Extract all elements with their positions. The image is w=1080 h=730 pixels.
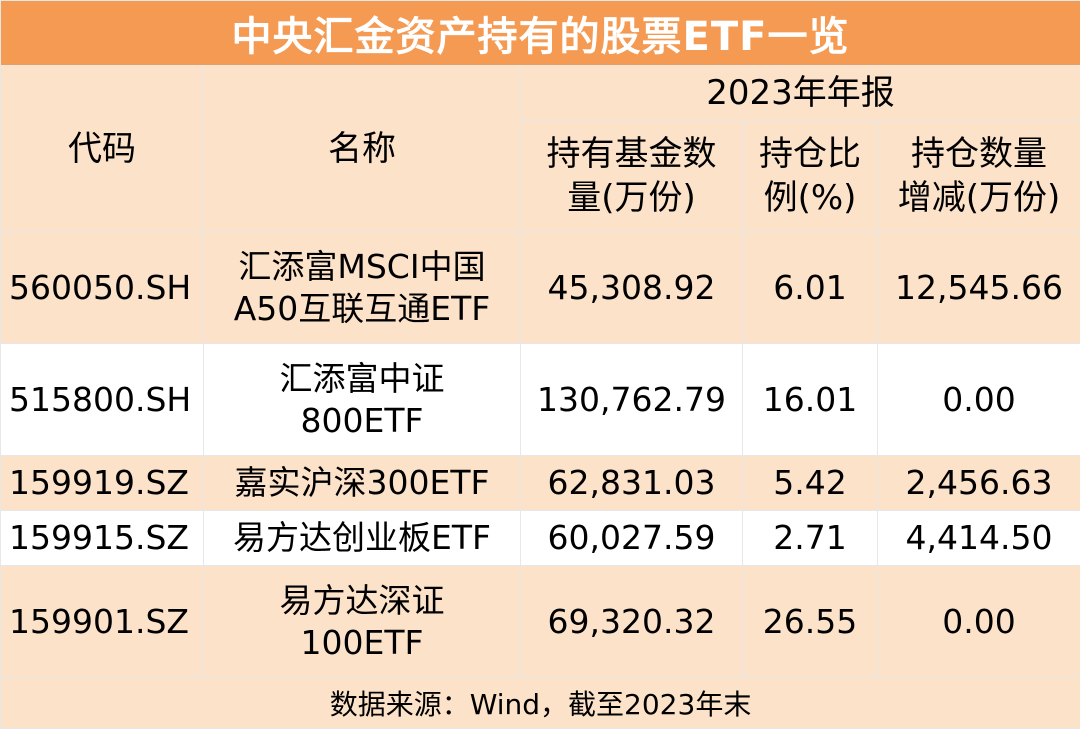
table-row: 560050.SH 汇添富MSCI中国 A50互联互通ETF 45,308.92…: [0, 231, 1080, 344]
row-weight: 5.42: [742, 455, 878, 511]
row-code: 560050.SH: [0, 231, 204, 344]
row-name-line1: 易方达深证: [279, 580, 445, 620]
row-name-line2: 100ETF: [300, 622, 424, 662]
row-weight: 26.55: [742, 565, 878, 678]
header-holdings: 持有基金数 量(万份): [520, 120, 743, 232]
table-row: 515800.SH 汇添富中证 800ETF 130,762.79 16.01 …: [0, 343, 1080, 456]
table-row: 159915.SZ 易方达创业板ETF 60,027.59 2.71 4,414…: [0, 510, 1080, 566]
header-holdings-line1: 持有基金数: [546, 134, 717, 174]
row-name-line2: 800ETF: [300, 400, 424, 440]
row-name-line2: A50互联互通ETF: [233, 288, 491, 328]
table-row: 159919.SZ 嘉实沪深300ETF 62,831.03 5.42 2,45…: [0, 455, 1080, 511]
header-weight-line1: 持仓比: [759, 134, 861, 174]
row-weight: 2.71: [742, 510, 878, 566]
row-change: 12,545.66: [876, 231, 1080, 344]
row-change: 2,456.63: [876, 455, 1080, 511]
row-holdings: 45,308.92: [520, 231, 743, 344]
header-holdings-line2: 量(万份): [567, 178, 696, 218]
header-change-line1: 持仓数量: [911, 134, 1048, 174]
header-weight-line2: 例(%): [763, 178, 857, 218]
row-holdings: 69,320.32: [520, 565, 743, 678]
row-weight: 6.01: [742, 231, 878, 344]
row-name: 嘉实沪深300ETF: [203, 455, 521, 511]
header-row-period: 代码 名称 2023年年报: [0, 65, 1080, 232]
row-name: 易方达深证 100ETF: [203, 565, 521, 678]
row-holdings: 130,762.79: [520, 343, 743, 456]
row-code: 515800.SH: [0, 343, 204, 456]
header-change-line2: 增减(万份): [897, 178, 1061, 218]
header-period: 2023年年报: [519, 65, 1080, 121]
table-row: 159901.SZ 易方达深证 100ETF 69,320.32 26.55 0…: [0, 565, 1080, 678]
header-change: 持仓数量 增减(万份): [876, 120, 1080, 232]
row-holdings: 62,831.03: [520, 455, 743, 511]
header-weight: 持仓比 例(%): [742, 120, 878, 232]
row-holdings: 60,027.59: [520, 510, 743, 566]
row-change: 0.00: [876, 565, 1080, 678]
row-name: 汇添富中证 800ETF: [203, 343, 521, 456]
row-name: 汇添富MSCI中国 A50互联互通ETF: [203, 231, 521, 344]
row-change: 0.00: [876, 343, 1080, 456]
header-row-columns: 持有基金数 量(万份) 持仓比 例(%) 持仓数量 增减(万份): [1, 120, 1080, 232]
header-name: 名称: [203, 65, 521, 232]
row-name-line1: 汇添富中证: [279, 358, 445, 398]
row-code: 159915.SZ: [0, 510, 204, 566]
row-code: 159901.SZ: [0, 565, 204, 678]
row-name: 易方达创业板ETF: [203, 510, 521, 566]
table-title: 中央汇金资产持有的股票ETF一览: [0, 0, 1080, 66]
row-name-line1: 汇添富MSCI中国: [238, 246, 486, 286]
footer-row: 数据来源：Wind，截至2023年末: [0, 677, 1080, 729]
row-change: 4,414.50: [876, 510, 1080, 566]
title-row: 中央汇金资产持有的股票ETF一览: [0, 0, 1080, 66]
row-weight: 16.01: [742, 343, 878, 456]
header-code: 代码: [0, 65, 204, 232]
data-source-note: 数据来源：Wind，截至2023年末: [0, 677, 1080, 729]
row-code: 159919.SZ: [0, 455, 204, 511]
